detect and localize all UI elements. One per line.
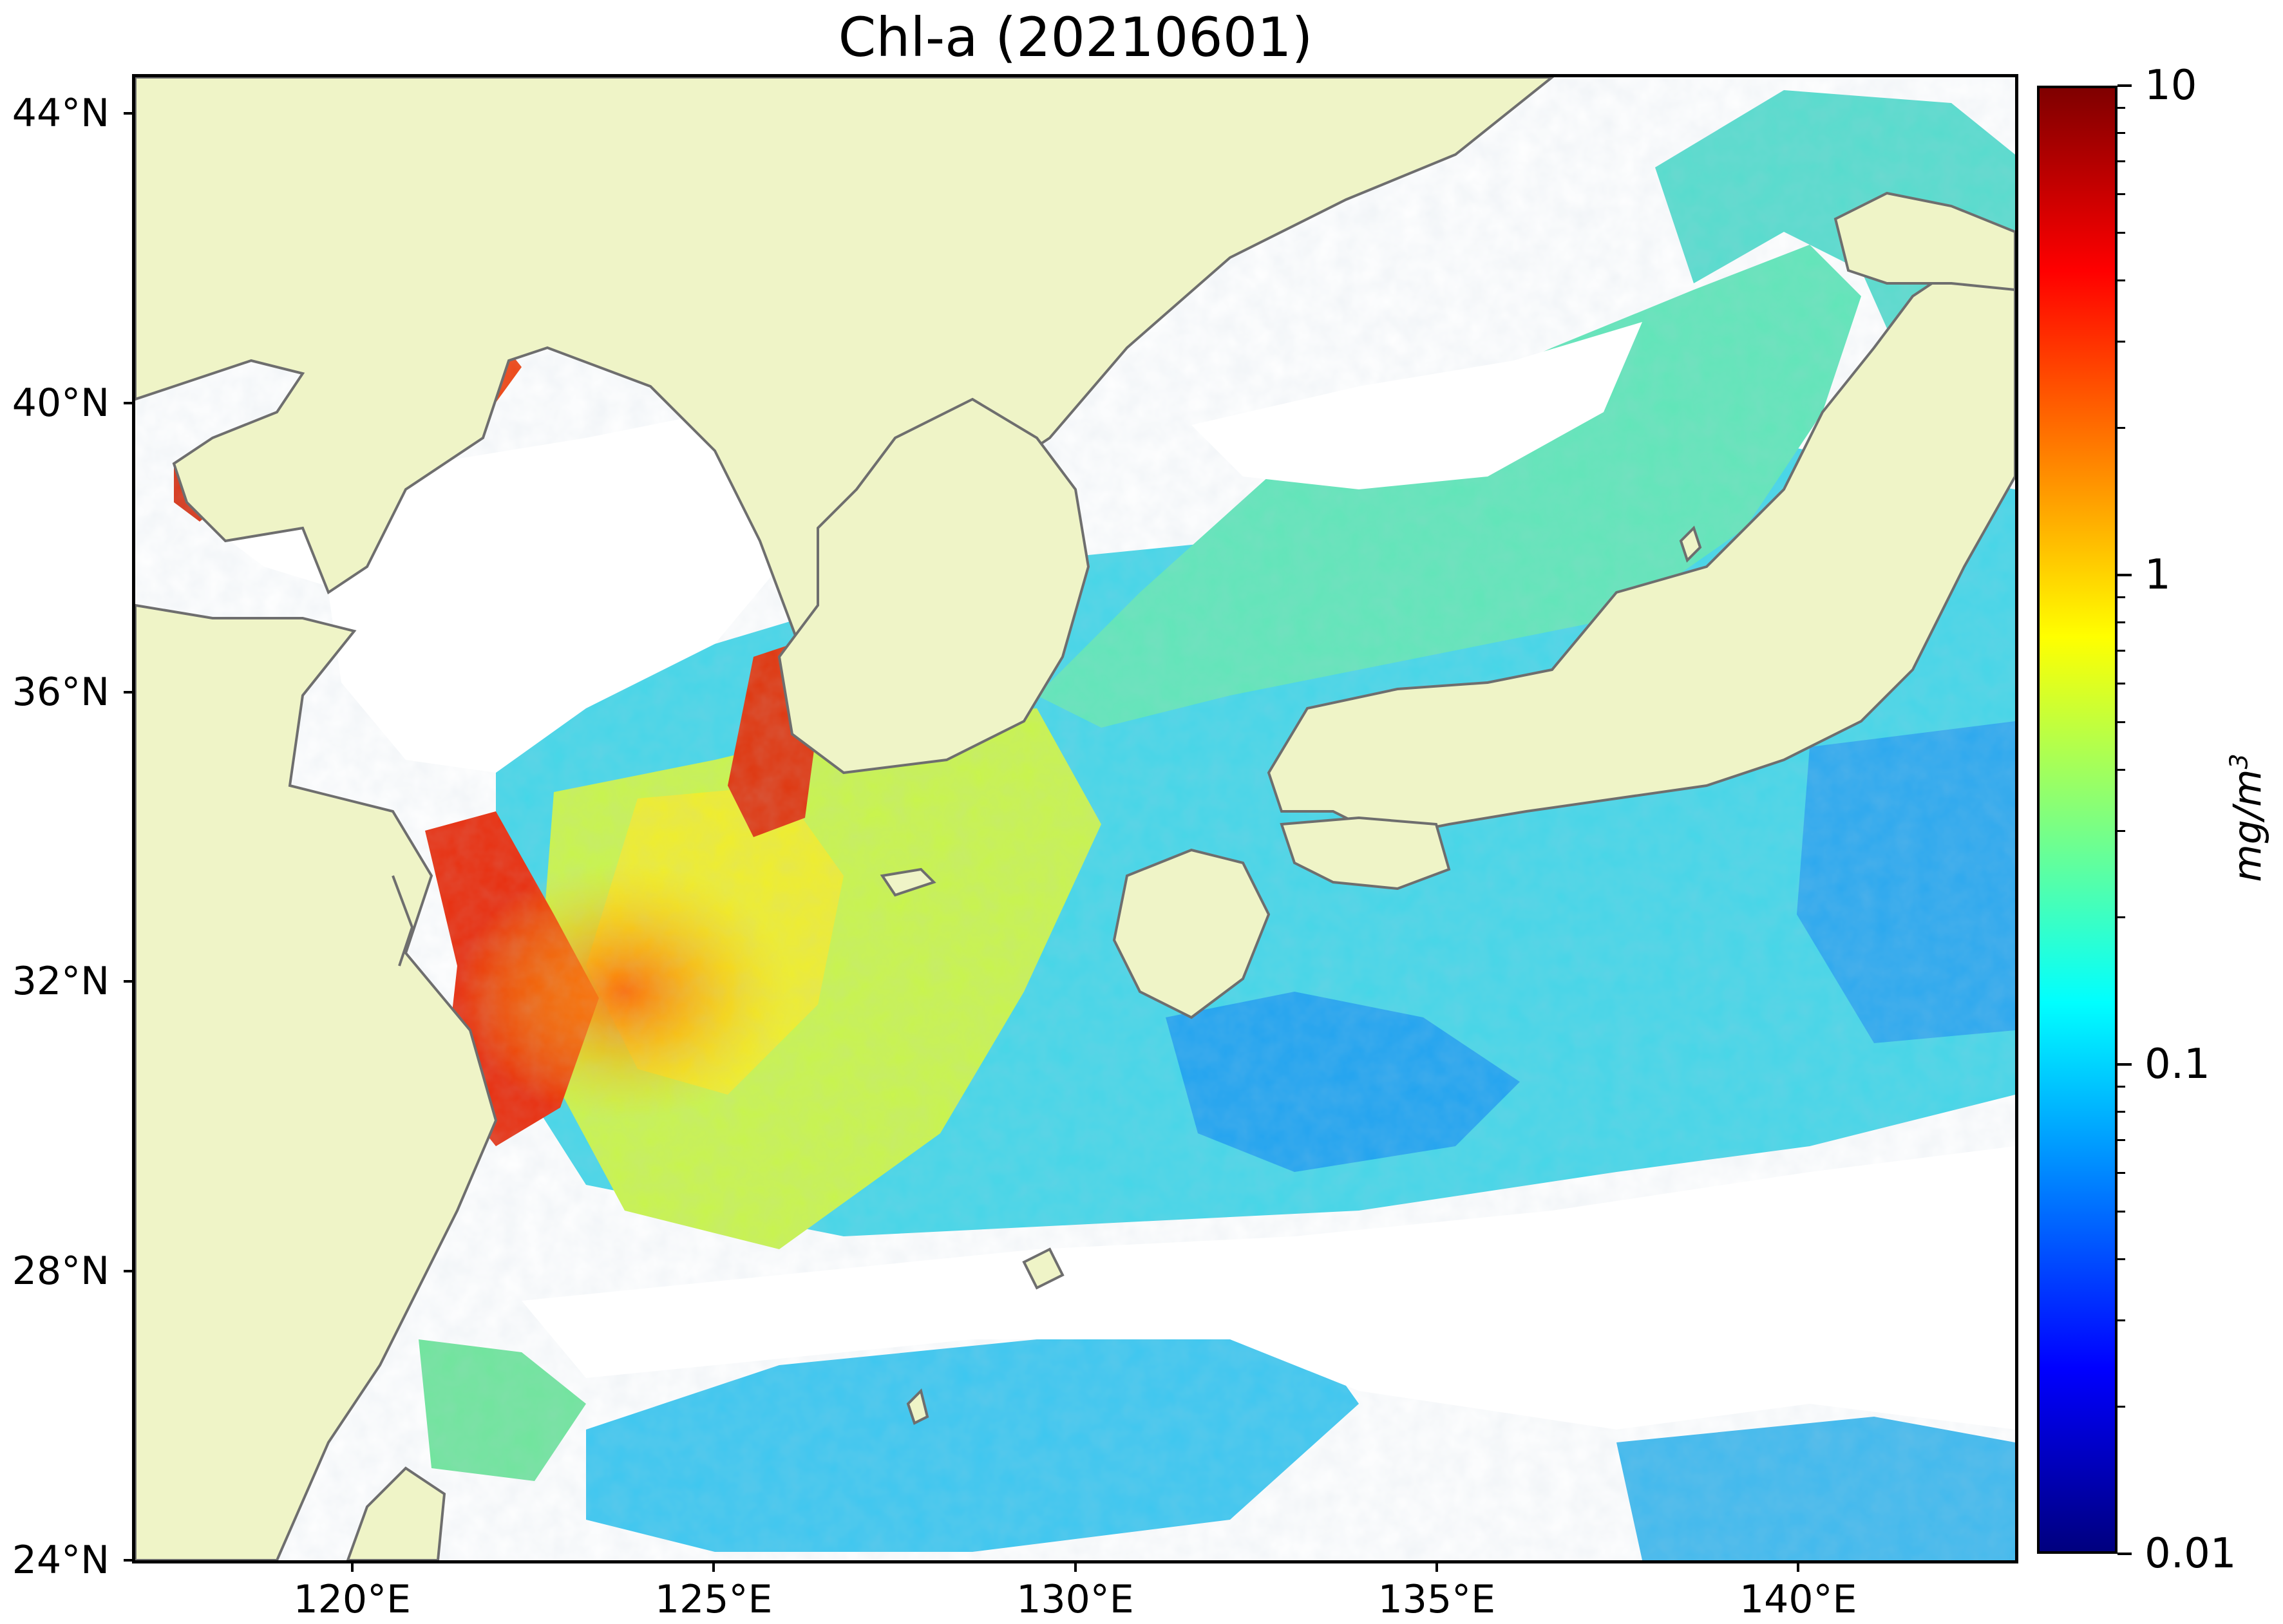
latitude-tick-label: 40°N [12,380,109,426]
colorbar-minor-tick [2117,829,2125,832]
jeju-island [880,867,936,897]
longitude-tick-label: 125°E [654,1577,773,1622]
colorbar-minor-tick [2117,1258,2125,1260]
taiwan [346,1466,446,1560]
colorbar-tick-label: 10 [2145,62,2197,109]
china-mainland [135,77,1555,1560]
longitude-tick-label: 135°E [1378,1577,1496,1622]
latitude-tick-mark [124,980,133,983]
latitude-tick-mark [124,112,133,115]
colorbar-minor-tick [2117,1139,2125,1142]
korean-peninsula [777,397,1090,775]
latitude-tick-mark [124,690,133,694]
colorbar-minor-tick [2117,279,2125,281]
colorbar-minor-tick [2117,160,2125,163]
colorbar-minor-tick [2117,621,2125,624]
colorbar-minor-tick [2117,1319,2125,1321]
longitude-tick-label: 130°E [1016,1577,1134,1622]
colorbar-unit-label: mg/m3 [2225,753,2271,882]
colorbar-unit-exponent: 3 [2224,753,2253,770]
latitude-tick-label: 44°N [12,91,109,137]
colorbar-minor-tick [2117,768,2125,771]
land-masses [135,77,2015,1560]
longitude-tick-mark [1797,1563,1800,1572]
colorbar-tick-label: 0.1 [2145,1041,2210,1088]
latitude-tick-mark [124,401,133,404]
colorbar-minor-tick [2117,232,2125,234]
colorbar-major-tick [2117,84,2132,87]
latitude-tick-mark [124,1559,133,1562]
latitude-tick-label: 36°N [12,669,109,715]
colorbar-minor-tick [2117,1172,2125,1175]
colorbar-minor-tick [2117,426,2125,429]
yellow-sea-no-data [328,412,792,773]
colorbar-minor-tick [2117,916,2125,918]
colorbar-minor-tick [2117,193,2125,196]
map-title: Chl-a (20210601) [838,6,1313,69]
colorbar [2037,86,2117,1554]
colorbar-minor-tick [2117,340,2125,343]
colorbar-unit: mg/m [2225,769,2271,882]
longitude-tick-label: 140°E [1739,1577,1857,1622]
colorbar-minor-tick [2117,1211,2125,1213]
colorbar-major-tick [2117,574,2132,576]
sado-island [1679,525,1702,563]
north-no-data [1191,322,1642,489]
south-no-data [522,1146,2015,1430]
colorbar-minor-tick [2117,1086,2125,1088]
ryukyu-islands [906,1247,1065,1425]
colorbar-minor-tick [2117,107,2125,109]
colorbar-minor-tick [2117,1111,2125,1113]
chlorophyll-map [132,74,2018,1563]
colorbar-minor-tick [2117,650,2125,652]
colorbar-minor-tick [2117,596,2125,599]
latitude-tick-label: 32°N [12,959,109,1005]
longitude-tick-mark [1074,1563,1077,1572]
colorbar-minor-tick [2117,132,2125,135]
kyushu [1112,848,1271,1019]
hokkaido [1833,191,2015,292]
colorbar-minor-tick [2117,1405,2125,1408]
longitude-tick-mark [712,1563,715,1572]
colorbar-tick-label: 0.01 [2145,1530,2237,1578]
latitude-tick-mark [124,1269,133,1272]
colorbar-major-tick [2117,1063,2132,1066]
colorbar-tick-label: 1 [2145,551,2171,599]
shikoku [1280,816,1451,891]
latitude-tick-label: 28°N [12,1248,109,1294]
shanghai-coast [392,875,414,967]
latitude-tick-label: 24°N [12,1538,109,1583]
longitude-tick-mark [1435,1563,1438,1572]
colorbar-minor-tick [2117,721,2125,724]
longitude-tick-label: 120°E [293,1577,412,1622]
colorbar-major-tick [2117,1553,2132,1555]
longitude-tick-mark [350,1563,354,1572]
colorbar-minor-tick [2117,683,2125,685]
